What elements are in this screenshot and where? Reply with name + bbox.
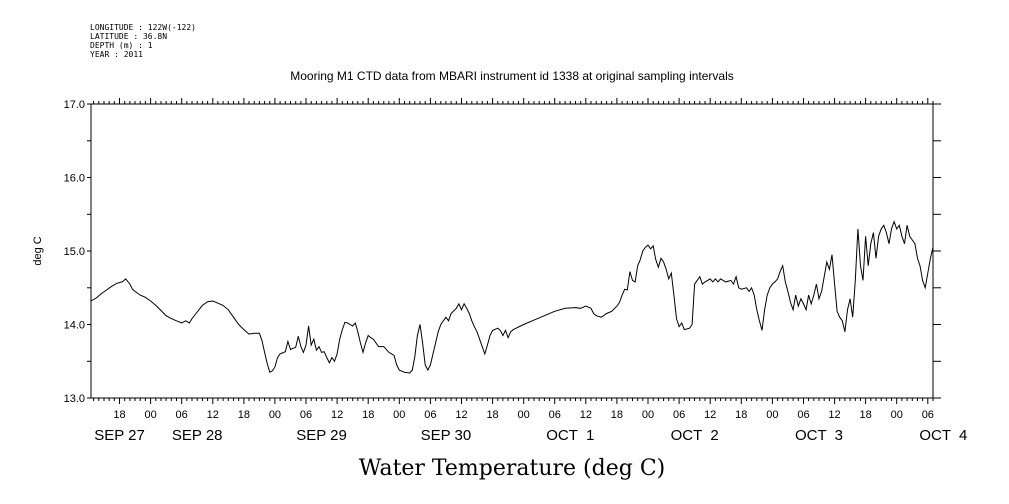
x-tick-label: 18 bbox=[238, 409, 250, 421]
x-tick-label: 06 bbox=[797, 409, 809, 421]
x-tick-label: 00 bbox=[642, 409, 654, 421]
x-tick-label: 12 bbox=[455, 409, 467, 421]
x-tick-label: 12 bbox=[331, 409, 343, 421]
date-label: SEP 30 bbox=[421, 427, 472, 444]
x-tick-label: 06 bbox=[424, 409, 436, 421]
date-label: OCT 4 bbox=[919, 427, 967, 444]
y-tick-label: 13.0 bbox=[64, 393, 85, 405]
metadata-longitude: LONGITUDE : 122W(-122) bbox=[90, 23, 196, 32]
x-tick-label: 06 bbox=[673, 409, 685, 421]
x-tick-label: 12 bbox=[828, 409, 840, 421]
date-label: SEP 29 bbox=[296, 427, 347, 444]
plot-frame bbox=[90, 103, 934, 399]
x-tick-label: 18 bbox=[113, 409, 125, 421]
chart-title: Mooring M1 CTD data from MBARI instrumen… bbox=[290, 69, 734, 83]
x-tick-label: 00 bbox=[393, 409, 405, 421]
y-tick-label: 14.0 bbox=[64, 320, 85, 332]
x-axis-label: Water Temperature (deg C) bbox=[359, 456, 666, 481]
date-label: OCT 3 bbox=[795, 427, 843, 444]
x-tick-label: 00 bbox=[518, 409, 530, 421]
x-tick-label: 12 bbox=[580, 409, 592, 421]
x-tick-label: 00 bbox=[269, 409, 281, 421]
y-tick-labels: 13.0 14.0 15.0 16.0 17.0 bbox=[64, 99, 85, 405]
x-tick-label: 06 bbox=[300, 409, 312, 421]
metadata-block: LONGITUDE : 122W(-122) LATITUDE : 36.8N … bbox=[90, 23, 196, 59]
date-label: OCT 2 bbox=[671, 427, 719, 444]
x-tick-label: 18 bbox=[486, 409, 498, 421]
x-tick-labels: 18 00 06 12 18 00 06 12 18 00 06 12 18 00 06 12 18 00 06 12… bbox=[113, 409, 934, 421]
x-tick-label: 12 bbox=[704, 409, 716, 421]
x-tick-label: 18 bbox=[860, 409, 872, 421]
date-label: SEP 28 bbox=[172, 427, 223, 444]
x-tick-label: 00 bbox=[891, 409, 903, 421]
metadata-depth: DEPTH (m) : 1 bbox=[90, 41, 153, 50]
y-tick-label: 15.0 bbox=[64, 246, 85, 258]
metadata-latitude: LATITUDE : 36.8N bbox=[90, 32, 167, 41]
metadata-year: YEAR : 2011 bbox=[90, 50, 143, 59]
x-tick-label: 00 bbox=[766, 409, 778, 421]
date-label: SEP 27 bbox=[94, 427, 145, 444]
x-tick-label: 18 bbox=[362, 409, 374, 421]
y-axis-label: deg C bbox=[32, 236, 44, 265]
date-label: OCT 1 bbox=[546, 427, 594, 444]
x-tick-label: 12 bbox=[207, 409, 219, 421]
y-tick-label: 16.0 bbox=[64, 173, 85, 185]
x-tick-label: 18 bbox=[735, 409, 747, 421]
x-tick-label: 06 bbox=[549, 409, 561, 421]
date-labels: SEP 27 SEP 28 SEP 29 SEP 30 OCT 1 OCT 2 OCT 3 O… bbox=[94, 427, 967, 444]
x-tick-label: 06 bbox=[922, 409, 934, 421]
temperature-series-line bbox=[90, 220, 934, 374]
x-tick-label: 00 bbox=[144, 409, 156, 421]
axis-ticks bbox=[87, 98, 941, 404]
x-tick-label: 18 bbox=[611, 409, 623, 421]
y-tick-label: 17.0 bbox=[64, 99, 85, 111]
x-tick-label: 06 bbox=[176, 409, 188, 421]
